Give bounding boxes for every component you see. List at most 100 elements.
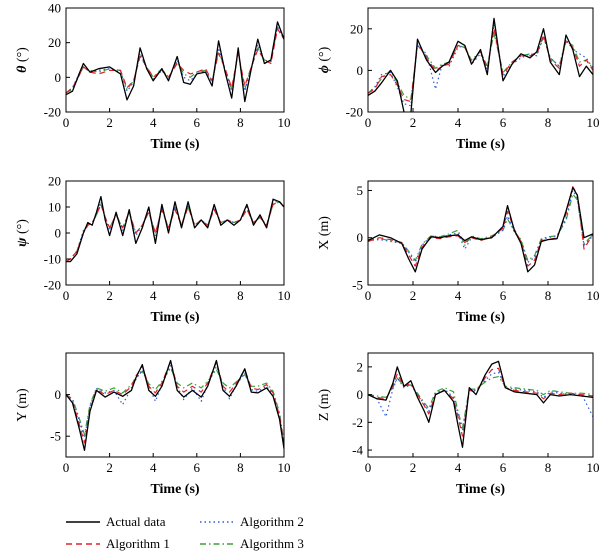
- x-tick-label: 8: [237, 115, 244, 130]
- series-line-actual-data: [66, 359, 284, 451]
- x-tick-label: 10: [587, 288, 600, 303]
- series-line-actual-data: [368, 360, 593, 448]
- y-tick-label: 0: [55, 226, 62, 241]
- x-tick-label: 8: [545, 115, 552, 130]
- x-tick-label: 8: [237, 288, 244, 303]
- y-axis-label: Z (m): [317, 389, 332, 422]
- y-tick-label: 20: [48, 35, 61, 50]
- y-tick-label: 5: [357, 183, 364, 198]
- plot-frame: [367, 7, 594, 113]
- series-line-algorithm-2: [368, 189, 593, 263]
- x-axis-label: Time (s): [150, 137, 199, 152]
- y-tick-label: -5: [352, 278, 363, 293]
- x-tick-label: 4: [150, 460, 157, 475]
- x-axis-label: Time (s): [456, 310, 505, 325]
- x-tick-label: 2: [410, 288, 417, 303]
- y-axis-label: X (m): [317, 216, 332, 250]
- y-tick-label: -4: [352, 443, 363, 458]
- plot-frame: [367, 180, 594, 286]
- x-tick-label: 6: [500, 460, 507, 475]
- series-line-actual-data: [368, 186, 593, 273]
- series-line-algorithm-1: [368, 367, 593, 437]
- x-axis-label: Time (s): [150, 482, 199, 497]
- y-tick-label: 0: [357, 387, 364, 402]
- x-tick-label: 8: [545, 288, 552, 303]
- x-tick-label: 2: [106, 115, 113, 130]
- chart-2: 0 2 4 6 8 10 -20 -10 0 10 20 Time (s) ψ (°): [15, 174, 291, 326]
- legend-entry: Algorithm 2: [240, 514, 304, 529]
- series-line-algorithm-1: [368, 186, 593, 267]
- series-line-algorithm-2: [66, 26, 284, 94]
- x-tick-label: 10: [278, 460, 291, 475]
- y-axis-label: ψ (°): [15, 219, 30, 247]
- y-axis-label: Y (m): [15, 388, 30, 422]
- y-axis-label: ϕ (°): [317, 46, 332, 73]
- plot-frame: [65, 352, 285, 458]
- y-tick-label: -20: [44, 278, 61, 293]
- x-axis-label: Time (s): [456, 482, 505, 497]
- y-tick-label: -2: [352, 415, 363, 430]
- x-tick-label: 10: [278, 288, 291, 303]
- x-tick-label: 2: [106, 460, 113, 475]
- x-tick-label: 0: [63, 288, 70, 303]
- x-tick-label: 6: [500, 115, 507, 130]
- x-tick-label: 6: [194, 288, 201, 303]
- x-tick-label: 4: [455, 460, 462, 475]
- y-tick-label: -10: [44, 252, 61, 267]
- x-tick-label: 0: [63, 115, 70, 130]
- y-tick-label: 20: [350, 21, 363, 36]
- x-tick-label: 10: [587, 460, 600, 475]
- legend-entry: Algorithm 3: [240, 536, 304, 551]
- plot-frame: [367, 352, 594, 458]
- x-tick-label: 4: [455, 115, 462, 130]
- plot-frame: [65, 180, 285, 286]
- x-tick-label: 6: [500, 288, 507, 303]
- series-line-actual-data: [66, 195, 284, 263]
- series-line-actual-data: [368, 17, 593, 112]
- chart-5: 0 2 4 6 8 10 -4 -2 0 2 Time (s) Z (m): [317, 352, 600, 497]
- y-tick-label: 2: [357, 359, 364, 374]
- series-line-algorithm-2: [368, 24, 593, 107]
- series-line-algorithm-2: [368, 371, 593, 432]
- x-axis-label: Time (s): [456, 137, 505, 152]
- x-tick-label: 8: [545, 460, 552, 475]
- series-line-algorithm-3: [66, 201, 284, 263]
- series-line-algorithm-1: [66, 201, 284, 263]
- y-tick-label: 40: [48, 1, 61, 16]
- x-tick-label: 0: [63, 460, 70, 475]
- x-tick-label: 0: [365, 460, 372, 475]
- x-tick-label: 10: [587, 115, 600, 130]
- y-tick-label: -20: [346, 105, 363, 120]
- plot-frame: [65, 7, 285, 113]
- x-tick-label: 4: [455, 288, 462, 303]
- x-tick-label: 2: [106, 288, 113, 303]
- y-tick-label: -5: [50, 429, 61, 444]
- x-tick-label: 8: [237, 460, 244, 475]
- y-tick-label: 0: [55, 387, 62, 402]
- legend: Actual data Algorithm 1 Algorithm 2 Algorit…: [66, 514, 304, 551]
- legend-entry: Actual data: [106, 514, 166, 529]
- legend-entry: Algorithm 1: [106, 536, 170, 551]
- series-line-algorithm-1: [66, 360, 284, 445]
- y-tick-label: 0: [357, 230, 364, 245]
- y-axis-label: θ (°): [15, 47, 30, 73]
- x-tick-label: 6: [194, 115, 201, 130]
- x-tick-label: 2: [410, 115, 417, 130]
- x-tick-label: 0: [365, 288, 372, 303]
- x-axis-label: Time (s): [150, 310, 199, 325]
- x-tick-label: 0: [365, 115, 372, 130]
- y-tick-label: 0: [357, 63, 364, 78]
- series-line-actual-data: [66, 21, 284, 103]
- series-line-algorithm-3: [66, 26, 284, 94]
- series-line-algorithm-3: [368, 193, 593, 261]
- x-tick-label: 6: [194, 460, 201, 475]
- y-tick-label: -20: [44, 105, 61, 120]
- x-tick-label: 10: [278, 115, 291, 130]
- x-tick-label: 4: [150, 288, 157, 303]
- x-tick-label: 4: [150, 115, 157, 130]
- chart-4: 0 2 4 6 8 10 -5 0 Time (s) Y (m): [15, 352, 291, 497]
